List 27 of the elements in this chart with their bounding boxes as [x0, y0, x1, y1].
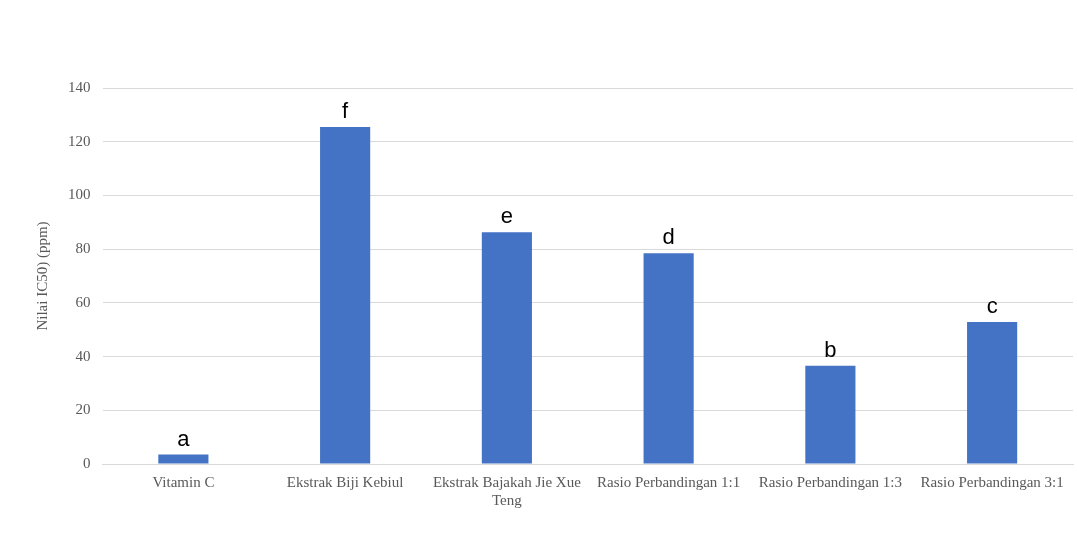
- annotation: c: [986, 292, 998, 318]
- annotation: a: [177, 425, 191, 451]
- annotation: d: [662, 224, 675, 250]
- x-tick-label: Ekstrak Biji Kebiul: [286, 473, 404, 490]
- y-tick-label: 120: [68, 132, 91, 149]
- annotation: e: [500, 203, 513, 229]
- y-tick-label: 100: [68, 186, 91, 203]
- y-axis-title: Nilai IC50) (ppm): [33, 221, 51, 331]
- x-tick-label: Ekstrak Bajakah Jie Xue Teng: [432, 473, 582, 508]
- bar: [805, 365, 856, 464]
- x-tick-label: Rasio Perbandingan 1:3: [758, 473, 903, 490]
- x-tick-label: Rasio Perbandingan 3:1: [920, 473, 1064, 490]
- bar: [158, 454, 209, 464]
- y-tick-label: 80: [75, 240, 91, 257]
- bar: [481, 232, 532, 464]
- bar: [643, 253, 694, 464]
- annotation: b: [824, 336, 837, 362]
- bar: [320, 126, 371, 464]
- x-tick-label: Vitamin C: [152, 473, 215, 490]
- bar: [967, 321, 1018, 464]
- annotation: f: [342, 98, 350, 124]
- y-tick-label: 40: [75, 347, 91, 364]
- y-tick-label: 60: [75, 293, 91, 310]
- y-tick-label: 0: [83, 454, 91, 471]
- y-tick-label: 20: [75, 401, 91, 418]
- x-tick-label: Rasio Perbandingan 1:1: [596, 473, 741, 490]
- y-tick-label: 140: [68, 78, 91, 95]
